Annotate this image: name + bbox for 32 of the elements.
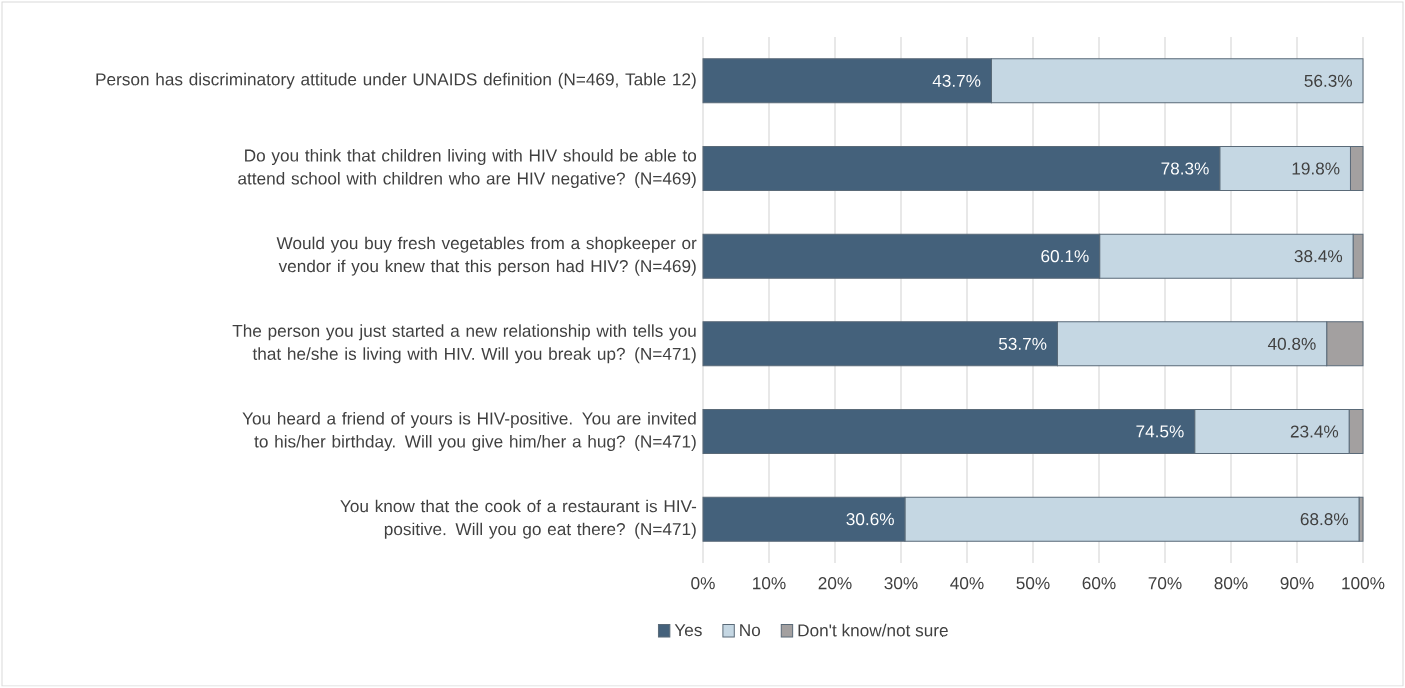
legend-label: Don't know/not sure bbox=[798, 623, 948, 637]
data-label: 43.7% bbox=[932, 74, 981, 87]
x-tick-label: 50% bbox=[1016, 577, 1050, 590]
data-label: 23.4% bbox=[1290, 425, 1339, 438]
x-tick-label: 0% bbox=[691, 577, 715, 590]
x-tick-label: 20% bbox=[818, 577, 852, 590]
data-label: 38.4% bbox=[1294, 250, 1343, 263]
y-tick-label: The person you just started a new relationship with tells you that he/she is living with HIV. Will you break up? (N=471) bbox=[232, 324, 696, 364]
legend-label: Yes bbox=[674, 624, 702, 637]
data-label: 60.1% bbox=[1041, 250, 1089, 263]
y-tick-label: You know that the cook of a restaurant is HIV-positive. Will you go eat there? (N=471) bbox=[340, 499, 697, 539]
x-tick-label: 40% bbox=[950, 577, 984, 590]
y-tick-label: Would you buy fresh vegetables from a shopkeeper or vendor if you knew that this person had HIV? (N=469) bbox=[276, 236, 697, 276]
x-tick-label: 10% bbox=[753, 577, 786, 590]
data-label: 74.5% bbox=[1136, 425, 1184, 438]
y-tick-label: Do you think that children living with HIV should be able to attend school with children who are HIV negative? (N=469) bbox=[238, 148, 697, 189]
data-label: 56.3% bbox=[1304, 74, 1352, 87]
data-label: 19.8% bbox=[1292, 162, 1340, 175]
x-tick-label: 70% bbox=[1148, 577, 1182, 590]
x-tick-label: 80% bbox=[1214, 577, 1248, 590]
data-label: 78.3% bbox=[1161, 162, 1209, 175]
x-tick-label: 90% bbox=[1280, 577, 1314, 590]
y-tick-label: Person has discriminatory attitude under UNAIDS definition (N=469, Table 12) bbox=[96, 72, 696, 89]
x-tick-label: 100% bbox=[1342, 577, 1385, 590]
data-label: 68.8% bbox=[1300, 513, 1349, 526]
legend-label: No bbox=[740, 624, 761, 637]
y-tick-label: You heard a friend of yours is HIV-positive. You are invited to his/her birthday. Will you give him/her a hug? (N=471) bbox=[242, 411, 696, 452]
data-label: 30.6% bbox=[846, 513, 894, 526]
data-label: 53.7% bbox=[998, 337, 1047, 350]
x-tick-label: 30% bbox=[884, 577, 918, 590]
x-tick-label: 60% bbox=[1082, 577, 1116, 590]
data-label: 40.8% bbox=[1267, 337, 1316, 350]
